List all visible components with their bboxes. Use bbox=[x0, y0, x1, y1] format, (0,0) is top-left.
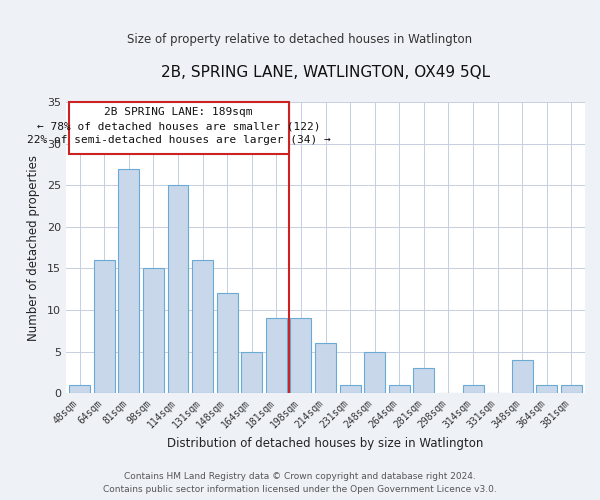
Bar bbox=[69, 385, 90, 393]
Bar bbox=[143, 268, 164, 393]
Bar bbox=[266, 318, 287, 393]
Bar bbox=[167, 185, 188, 393]
Text: Size of property relative to detached houses in Watlington: Size of property relative to detached ho… bbox=[127, 32, 473, 46]
Bar bbox=[561, 385, 582, 393]
Bar bbox=[364, 352, 385, 393]
Bar bbox=[118, 168, 139, 393]
Y-axis label: Number of detached properties: Number of detached properties bbox=[27, 154, 40, 340]
Bar bbox=[94, 260, 115, 393]
Bar bbox=[192, 260, 213, 393]
Text: 2B SPRING LANE: 189sqm: 2B SPRING LANE: 189sqm bbox=[104, 107, 253, 117]
Text: Contains HM Land Registry data © Crown copyright and database right 2024.
Contai: Contains HM Land Registry data © Crown c… bbox=[103, 472, 497, 494]
Bar bbox=[241, 352, 262, 393]
Bar bbox=[389, 385, 410, 393]
Bar bbox=[315, 344, 336, 393]
Bar bbox=[217, 294, 238, 393]
Text: 22% of semi-detached houses are larger (34) →: 22% of semi-detached houses are larger (… bbox=[26, 136, 331, 145]
Bar bbox=[463, 385, 484, 393]
Bar bbox=[340, 385, 361, 393]
Text: ← 78% of detached houses are smaller (122): ← 78% of detached houses are smaller (12… bbox=[37, 121, 320, 131]
Title: 2B, SPRING LANE, WATLINGTON, OX49 5QL: 2B, SPRING LANE, WATLINGTON, OX49 5QL bbox=[161, 65, 490, 80]
Bar bbox=[413, 368, 434, 393]
Bar bbox=[536, 385, 557, 393]
Bar bbox=[290, 318, 311, 393]
X-axis label: Distribution of detached houses by size in Watlington: Distribution of detached houses by size … bbox=[167, 437, 484, 450]
FancyBboxPatch shape bbox=[68, 102, 289, 154]
Bar bbox=[512, 360, 533, 393]
